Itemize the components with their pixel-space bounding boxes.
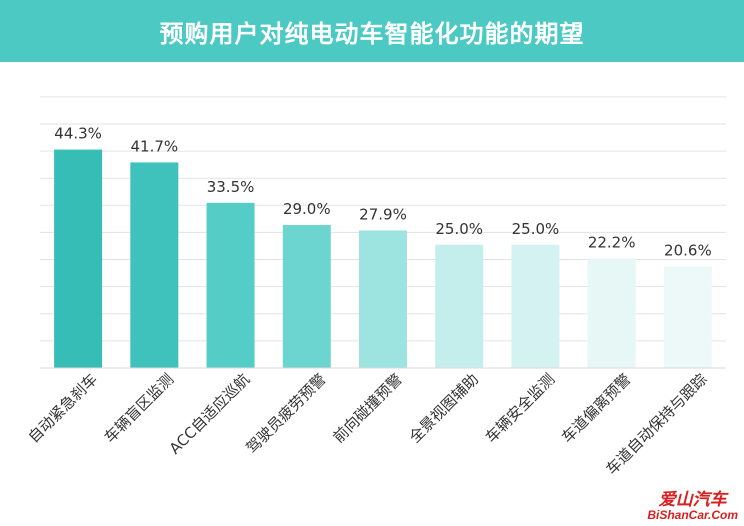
data-label: 25.0% [512, 220, 560, 238]
bar [359, 230, 407, 368]
category-label: 车辆安全监测 [482, 370, 558, 446]
bar [282, 225, 331, 368]
data-label: 29.0% [283, 200, 331, 218]
category-label: 全景视图辅助 [406, 370, 482, 446]
category-label: 车辆盲区监测 [101, 370, 177, 446]
category-label: 自动紧急刹车 [25, 370, 101, 446]
watermark-en: BiShanCar.Com [647, 508, 738, 523]
category-label: 驾驶员疲劳预警 [243, 370, 330, 457]
watermark-logo: 爱山汽车 BiShanCar.Com [647, 489, 738, 523]
bar [663, 266, 712, 368]
data-label: 22.2% [588, 234, 636, 252]
category-label: 车道偏离预警 [558, 370, 634, 446]
data-label: 27.9% [359, 205, 407, 223]
category-label: 前向碰撞预警 [329, 370, 405, 446]
bar [206, 202, 255, 368]
data-label: 25.0% [435, 220, 483, 238]
chart-title: 预购用户对纯电动车智能化功能的期望 [159, 19, 585, 48]
data-label: 20.6% [664, 241, 712, 259]
bar [511, 244, 560, 368]
bar [130, 162, 179, 368]
bar [54, 149, 103, 368]
data-label: 33.5% [207, 178, 255, 196]
bar [587, 258, 636, 368]
bar-chart: 44.3% 自动紧急刹车 41.7% 车辆盲区监测 33.5% ACC自适应巡航 29.0%… [25, 96, 726, 478]
data-label: 41.7% [131, 137, 179, 155]
watermark-cn: 爱山汽车 [658, 489, 727, 510]
data-label: 44.3% [54, 125, 102, 143]
category-label: ACC自适应巡航 [166, 370, 254, 458]
title-bar: 预购用户对纯电动车智能化功能的期望 [0, 0, 744, 62]
bar [435, 244, 484, 368]
